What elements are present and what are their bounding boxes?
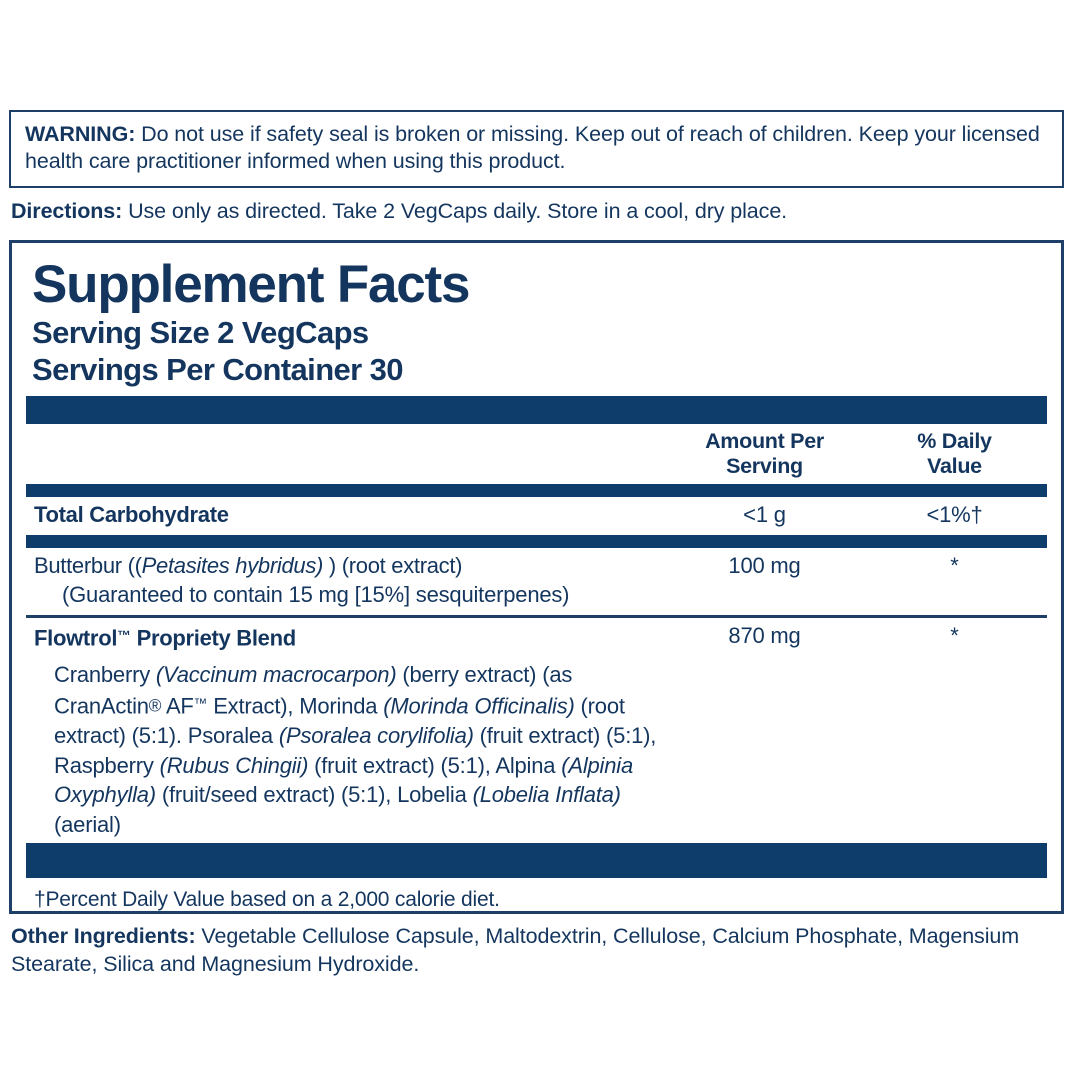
table-row-butterbur: Butterbur ((Petasites hybridus) ) (root … <box>26 548 1047 615</box>
warning-text: WARNING: Do not use if safety seal is br… <box>25 121 1050 175</box>
footnotes: †Percent Daily Value based on a 2,000 ca… <box>26 885 1047 912</box>
nutrient-dv-total-carbohydrate: <1%† <box>926 502 983 527</box>
other-ingredients-label: Other Ingredients: <box>11 924 196 948</box>
warning-box: WARNING: Do not use if safety seal is br… <box>9 110 1064 188</box>
nutrient-name-flowtrol: Flowtrol™ Propriety Blend <box>34 625 296 651</box>
directions-label: Directions: <box>11 199 123 223</box>
nutrient-cell-flowtrol: Flowtrol™ Propriety Blend <box>26 622 667 653</box>
nutrient-amount-flowtrol: 870 mg <box>728 623 801 648</box>
divider-bar-bottom <box>26 843 1047 879</box>
dv-header-line2: Value <box>927 454 982 478</box>
dv-header-line1: % Daily <box>917 429 992 453</box>
flowtrol-blend-description: Cranberry (Vaccinum macrocarpon) (berry … <box>54 661 657 837</box>
directions-text: Directions: Use only as directed. Take 2… <box>11 198 1066 225</box>
page-title: Supplement Facts <box>32 255 470 314</box>
footnote-percent-daily-value: †Percent Daily Value based on a 2,000 ca… <box>34 888 500 912</box>
nutrient-cell-butterbur: Butterbur ((Petasites hybridus) ) (root … <box>26 552 667 609</box>
divider-bar-thick-top <box>26 396 1047 424</box>
nutrient-dv-butterbur: * <box>950 553 959 578</box>
divider-rule-above-flowtrol <box>26 615 1047 618</box>
warning-body: Do not use if safety seal is broken or m… <box>25 122 1040 173</box>
nutrient-amount-butterbur: 100 mg <box>728 553 801 578</box>
other-ingredients-body: Vegetable Cellulose Capsule, Maltodextri… <box>11 924 1020 976</box>
divider-bar-above-butterbur <box>26 535 1047 548</box>
nutrient-name-butterbur: Butterbur ((Petasites hybridus) ) (root … <box>34 553 463 578</box>
supplement-facts-panel: Supplement Facts Serving Size 2 VegCaps … <box>9 240 1064 914</box>
nutrient-dv-flowtrol: * <box>950 623 959 648</box>
warning-label: WARNING: <box>25 122 136 146</box>
column-header-daily-value: % Daily Value <box>862 429 1047 479</box>
divider-bar-above-carbohydrate <box>26 484 1047 497</box>
serving-size: Serving Size 2 VegCaps <box>32 315 369 350</box>
directions-body: Use only as directed. Take 2 VegCaps dai… <box>122 199 788 223</box>
amount-header-line1: Amount Per <box>705 429 824 453</box>
nutrient-name-total-carbohydrate: Total Carbohydrate <box>34 502 229 527</box>
servings-per-container: Servings Per Container 30 <box>32 352 404 387</box>
nutrient-subnote-butterbur: (Guaranteed to contain 15 mg [15%] sesqu… <box>62 582 570 607</box>
table-row-total-carbohydrate: Total Carbohydrate <1 g <1%† <box>26 497 1047 535</box>
nutrient-amount-total-carbohydrate: <1 g <box>743 502 786 527</box>
column-header-amount: Amount Per Serving <box>667 429 862 479</box>
amount-header-line2: Serving <box>726 454 803 478</box>
table-row-flowtrol-blend: Flowtrol™ Propriety Blend 870 mg * <box>26 618 1047 659</box>
column-header-row: Amount Per Serving % Daily Value <box>26 424 1047 484</box>
other-ingredients-text: Other Ingredients: Vegetable Cellulose C… <box>11 922 1069 978</box>
